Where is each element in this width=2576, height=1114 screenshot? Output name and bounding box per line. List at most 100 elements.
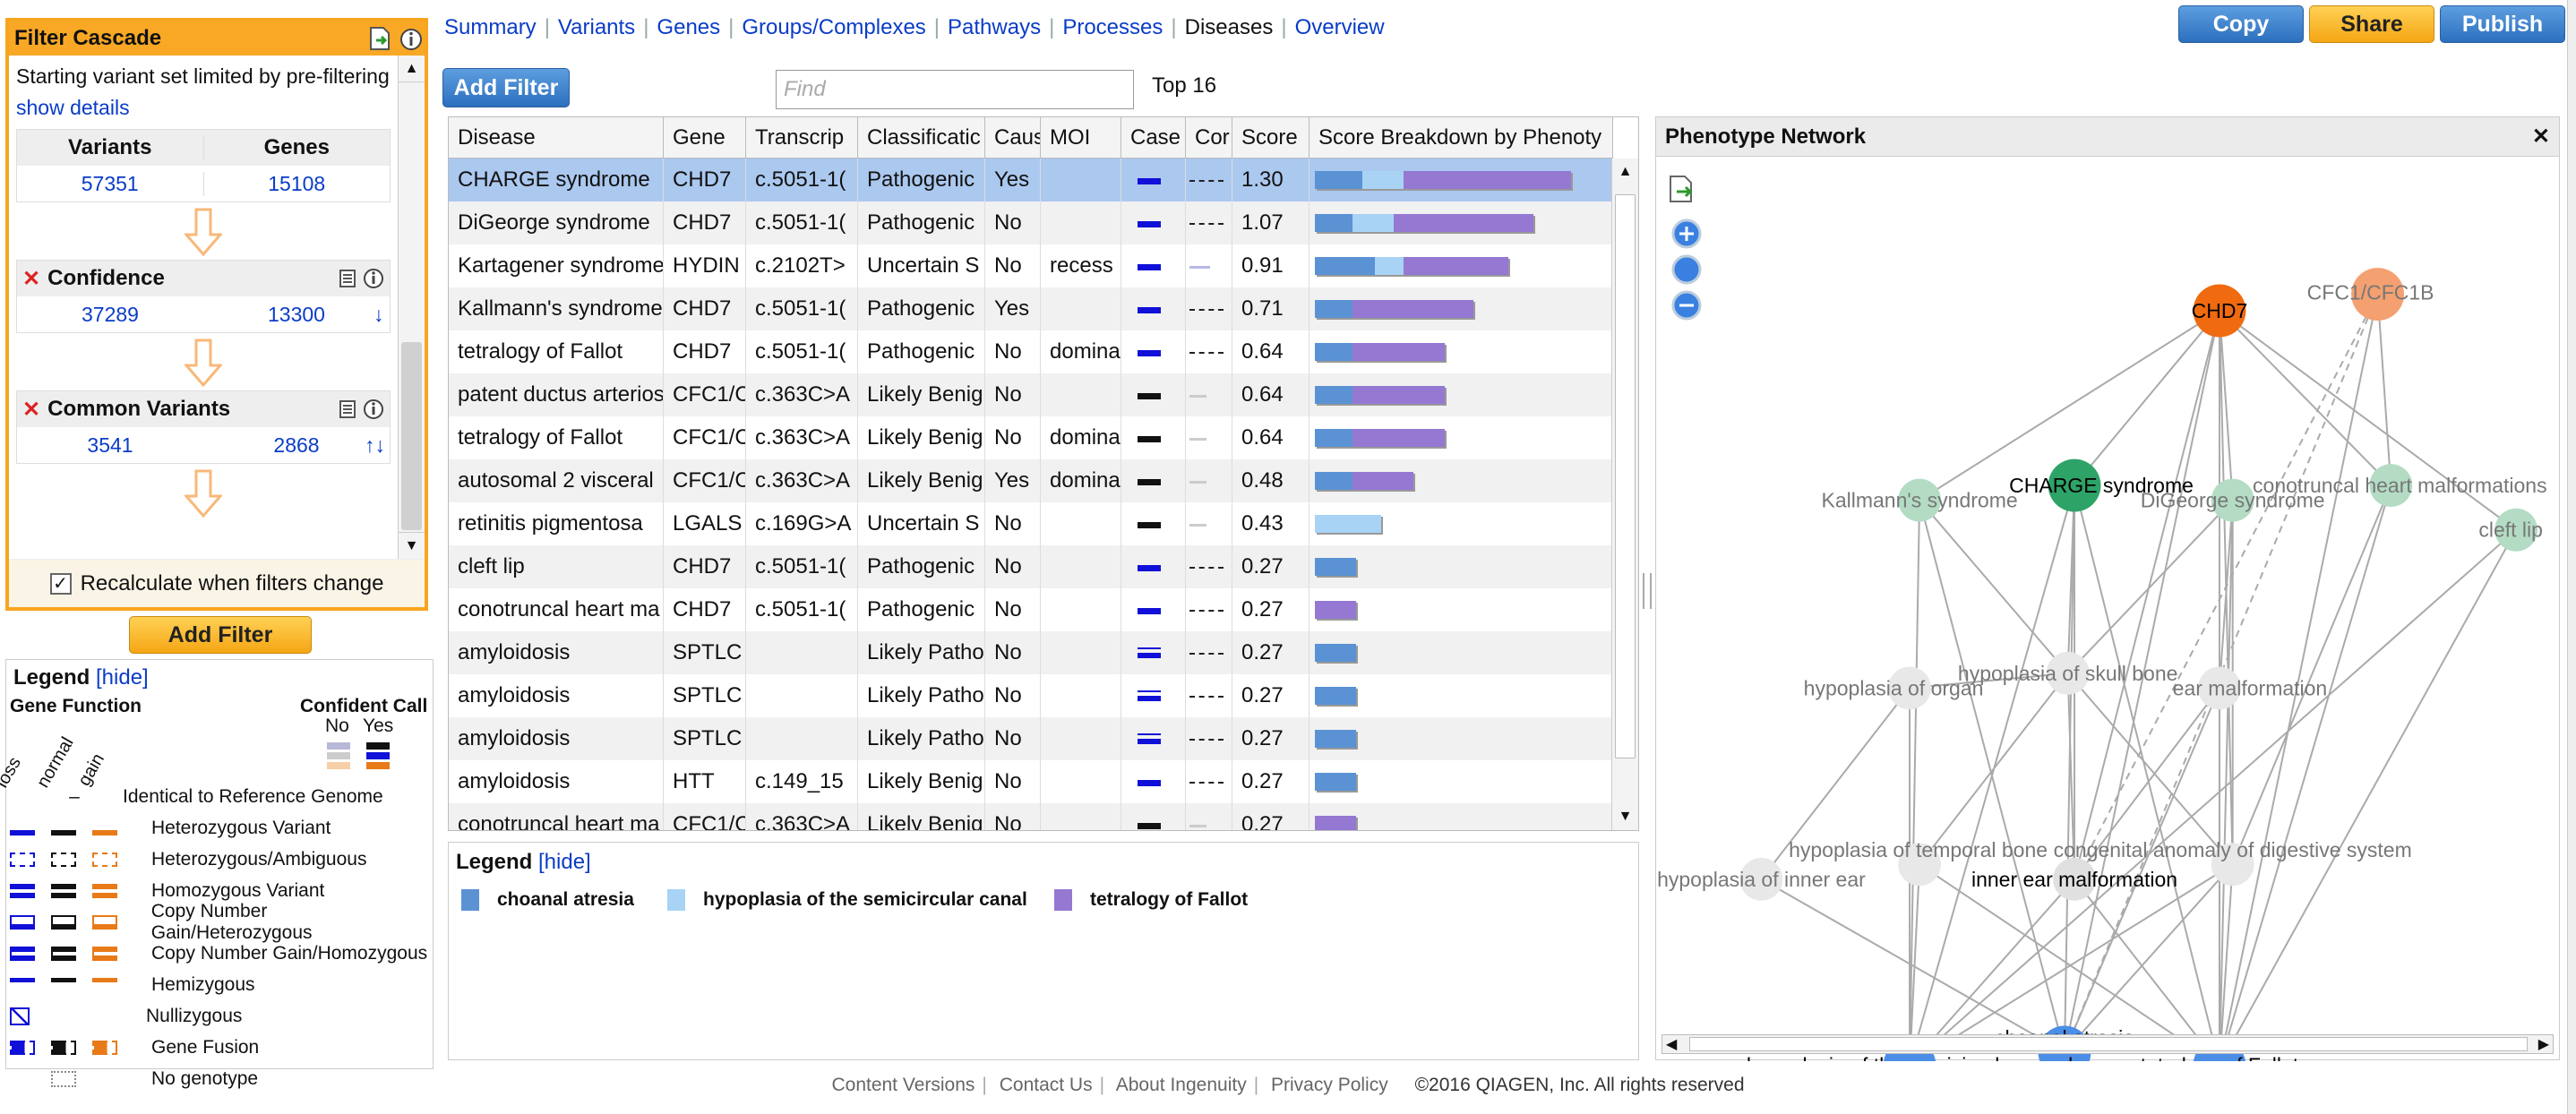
network-node[interactable]: [2211, 478, 2254, 522]
network-node[interactable]: [1898, 478, 1941, 522]
bar-tetralogy-of-fallot[interactable]: [1315, 601, 1356, 619]
recalculate-checkbox[interactable]: ✓: [49, 572, 72, 595]
notes-icon[interactable]: [338, 269, 357, 288]
bar-choanal-atresia[interactable]: [1315, 214, 1353, 232]
bar-choanal-atresia[interactable]: [1315, 558, 1356, 576]
add-filter-cascade-button[interactable]: Add Filter: [129, 616, 312, 654]
table-row[interactable]: amyloidosis HTT c.149_15 Likely Benig No 0.27: [449, 760, 1613, 803]
scroll-up-icon[interactable]: ▲: [399, 56, 425, 82]
col-control-header[interactable]: Cor: [1186, 117, 1232, 158]
network-node[interactable]: [1898, 843, 1941, 887]
filter-genes-count[interactable]: 2868: [273, 433, 320, 457]
footer-link[interactable]: Contact Us: [999, 1075, 1093, 1095]
close-icon[interactable]: ✕: [2531, 124, 2550, 149]
network-node[interactable]: [1888, 666, 1931, 710]
col-transcript-header[interactable]: Transcrip: [746, 117, 858, 158]
bar-tetralogy-of-fallot[interactable]: [1352, 300, 1473, 318]
bar-choanal-atresia[interactable]: [1315, 386, 1353, 404]
network-node[interactable]: [2494, 508, 2538, 552]
scroll-thumb[interactable]: [1615, 194, 1636, 758]
network-node[interactable]: [2193, 284, 2246, 338]
table-row[interactable]: retinitis pigmentosa LGALS c.169G>A Uncerta…: [449, 502, 1613, 545]
filter-cascade-scrollbar[interactable]: ▲ ▼: [398, 56, 425, 559]
bar-tetralogy-of-fallot[interactable]: [1352, 343, 1445, 361]
network-graph[interactable]: CHD7 CFC1/CFC1B Kallmann's syndromeCHARGE …: [1656, 157, 2559, 1061]
table-row[interactable]: tetralogy of Fallot CHD7 c.5051-1(Pathogen…: [449, 330, 1613, 373]
bar-semicircular-canal[interactable]: [1315, 515, 1382, 533]
table-row[interactable]: Kallmann's syndrome CHD7 c.5051-1(Pathogen…: [449, 287, 1613, 330]
bar-tetralogy-of-fallot[interactable]: [1352, 429, 1445, 447]
bar-tetralogy-of-fallot[interactable]: [1315, 816, 1356, 830]
table-row[interactable]: Kartagener syndrome HYDIN c.2102T> Uncertai…: [449, 244, 1613, 287]
network-node[interactable]: [2211, 843, 2254, 887]
col-causal-header[interactable]: Caus: [985, 117, 1041, 158]
page-scrollbar[interactable]: [2567, 0, 2576, 1114]
col-gene-header[interactable]: Gene: [664, 117, 746, 158]
bar-choanal-atresia[interactable]: [1315, 300, 1353, 318]
bar-choanal-atresia[interactable]: [1315, 171, 1363, 189]
scroll-down-icon[interactable]: ▼: [1618, 809, 1633, 824]
notes-icon[interactable]: [338, 399, 357, 419]
bar-choanal-atresia[interactable]: [1315, 257, 1376, 275]
col-disease-header[interactable]: Disease: [449, 117, 664, 158]
scroll-right-icon[interactable]: ▶: [2537, 1037, 2549, 1052]
tab-pathways[interactable]: Pathways: [948, 15, 1042, 39]
tab-summary[interactable]: Summary: [444, 15, 537, 39]
tab-processes[interactable]: Processes: [1062, 15, 1163, 39]
bar-choanal-atresia[interactable]: [1315, 343, 1353, 361]
network-h-scrollbar[interactable]: ◀ ▶: [1662, 1034, 2554, 1054]
filter-variants-count[interactable]: 3541: [87, 433, 133, 457]
table-row[interactable]: patent ductus arterios CFC1/C c.363C>A Like…: [449, 373, 1613, 416]
table-row[interactable]: conotruncal heart ma CHD7 c.5051-1(Pathoge…: [449, 588, 1613, 631]
bar-semicircular-canal[interactable]: [1375, 257, 1404, 275]
col-classification-header[interactable]: Classificatic: [858, 117, 985, 158]
zoom-out-icon[interactable]: [1670, 289, 1703, 321]
remove-filter-icon[interactable]: ✕: [22, 397, 41, 422]
tab-overview[interactable]: Overview: [1294, 15, 1385, 39]
network-node[interactable]: [2046, 651, 2090, 695]
legend-hide-link[interactable]: [hide]: [538, 850, 591, 874]
table-row[interactable]: CHARGE syndrome CHD7 c.5051-1(Pathogenic Ye…: [449, 159, 1613, 201]
bar-tetralogy-of-fallot[interactable]: [1352, 386, 1445, 404]
zoom-in-icon[interactable]: [1670, 218, 1703, 250]
filter-genes-count[interactable]: 13300: [268, 302, 325, 326]
col-case-header[interactable]: Case: [1121, 117, 1186, 158]
legend-hide-link[interactable]: [hide]: [96, 665, 149, 690]
footer-link[interactable]: About Ingenuity: [1115, 1075, 1247, 1095]
remove-filter-icon[interactable]: ✕: [22, 266, 41, 291]
table-row[interactable]: conotruncal heart ma CFC1/C c.363C>A Likely…: [449, 803, 1613, 830]
table-row[interactable]: autosomal 2 visceral CFC1/C c.363C>A Likely…: [449, 459, 1613, 502]
info-icon[interactable]: [399, 28, 423, 51]
col-score-breakdown-header[interactable]: Score Breakdown by Phenoty: [1309, 117, 1613, 158]
info-icon[interactable]: [363, 398, 384, 420]
publish-button[interactable]: Publish: [2440, 5, 2565, 43]
network-node[interactable]: [2048, 458, 2101, 512]
bar-tetralogy-of-fallot[interactable]: [1404, 171, 1572, 189]
bar-choanal-atresia[interactable]: [1315, 773, 1356, 791]
bar-choanal-atresia[interactable]: [1315, 730, 1356, 748]
table-row[interactable]: amyloidosis SPTLC Likely Patho No 0.27: [449, 631, 1613, 674]
scroll-thumb[interactable]: [1689, 1037, 2528, 1051]
start-variants-count[interactable]: 57351: [17, 171, 204, 196]
network-node[interactable]: [2053, 857, 2096, 901]
sort-arrows-icon[interactable]: ↑↓: [365, 433, 385, 457]
network-node[interactable]: [2351, 268, 2405, 321]
export-icon[interactable]: [1669, 175, 1696, 203]
network-node[interactable]: [1739, 857, 1783, 901]
find-input[interactable]: Find: [776, 70, 1134, 109]
zoom-reset-icon[interactable]: [1670, 253, 1703, 286]
footer-link[interactable]: Content Versions: [831, 1075, 975, 1095]
table-row[interactable]: tetralogy of Fallot CFC1/C c.363C>A Likely …: [449, 416, 1613, 459]
bar-tetralogy-of-fallot[interactable]: [1404, 257, 1508, 275]
bar-semicircular-canal[interactable]: [1352, 214, 1395, 232]
table-row[interactable]: amyloidosis SPTLC Likely Patho No 0.27: [449, 674, 1613, 717]
col-score-header[interactable]: Score: [1232, 117, 1309, 158]
scroll-up-icon[interactable]: ▲: [1618, 164, 1633, 179]
info-icon[interactable]: [363, 268, 384, 289]
splitter-handle[interactable]: [1643, 573, 1652, 609]
network-node[interactable]: [2369, 464, 2413, 507]
bar-choanal-atresia[interactable]: [1315, 472, 1353, 490]
add-filter-button[interactable]: Add Filter: [442, 68, 570, 107]
bar-choanal-atresia[interactable]: [1315, 429, 1353, 447]
tab-groups-complexes[interactable]: Groups/Complexes: [742, 15, 926, 39]
